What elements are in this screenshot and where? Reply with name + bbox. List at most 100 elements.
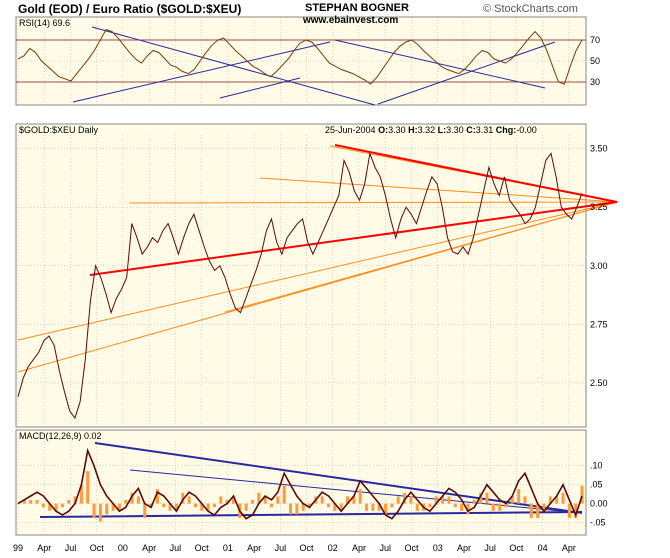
macd-histogram-bar bbox=[403, 492, 407, 504]
x-tick-label: 02 bbox=[328, 543, 338, 553]
macd-histogram-bar bbox=[580, 485, 584, 504]
macd-histogram-bar bbox=[73, 496, 77, 504]
quote-open: 3.30 bbox=[388, 125, 406, 135]
quote-chg: -0.00 bbox=[516, 125, 537, 135]
macd-histogram-bar bbox=[282, 485, 286, 504]
x-tick-label: Jul bbox=[379, 543, 391, 553]
x-tick-label: Jul bbox=[65, 543, 77, 553]
macd-histogram-bar bbox=[244, 503, 248, 511]
macd-histogram-bar bbox=[308, 503, 312, 508]
macd-histogram-bar bbox=[523, 496, 527, 504]
macd-histogram-bar bbox=[377, 503, 381, 511]
trendline bbox=[334, 39, 546, 89]
macd-histogram-bar bbox=[567, 503, 571, 518]
macd-histogram-bar bbox=[174, 503, 178, 511]
macd-histogram-bar bbox=[79, 485, 83, 504]
macd-histogram-bar bbox=[472, 499, 476, 504]
price-label: $GOLD:$XEU Daily bbox=[19, 125, 99, 135]
macd-histogram-bar bbox=[447, 496, 451, 504]
x-tick-label: Oct bbox=[509, 543, 524, 553]
trendline bbox=[17, 201, 618, 341]
quote-low: 3.30 bbox=[446, 125, 464, 135]
macd-series-line bbox=[17, 447, 583, 520]
x-tick-label: Oct bbox=[195, 543, 210, 553]
quote-high: 3.32 bbox=[418, 125, 436, 135]
macd-histogram-bar bbox=[105, 503, 109, 515]
macd-histogram-bar bbox=[453, 503, 457, 508]
macd-histogram-bar bbox=[117, 503, 121, 511]
y-tick-label: 3.00 bbox=[590, 261, 608, 271]
macd-histogram-bar bbox=[358, 489, 362, 504]
grid-layer bbox=[16, 17, 586, 534]
y-tick-label: .05 bbox=[590, 480, 603, 490]
macd-histogram-bar bbox=[574, 503, 578, 518]
macd-histogram-bar bbox=[485, 492, 489, 504]
macd-histogram-bar bbox=[193, 503, 197, 508]
quote-date: 25-Jun-2004 bbox=[325, 125, 376, 135]
x-tick-label: Oct bbox=[90, 543, 105, 553]
macd-histogram-bar bbox=[504, 503, 508, 508]
macd-histogram-bar bbox=[155, 489, 159, 504]
macd-histogram-bar bbox=[187, 496, 191, 504]
quote-readout: 25-Jun-2004 O:3.30 H:3.32 L:3.30 C:3.31 … bbox=[325, 125, 537, 135]
price-series-line bbox=[17, 151, 583, 420]
macd-histogram-bar bbox=[466, 503, 470, 515]
trendline bbox=[72, 41, 331, 103]
macd-histogram-bar bbox=[529, 503, 533, 518]
website-label: www.ebainvest.com bbox=[303, 15, 399, 26]
macd-histogram-bar bbox=[333, 503, 337, 511]
macd-histogram-bar bbox=[86, 471, 90, 504]
macd-histogram-bar bbox=[92, 503, 96, 518]
macd-histogram-bar bbox=[327, 503, 331, 508]
x-tick-label: Oct bbox=[404, 543, 419, 553]
macd-histogram-bar bbox=[41, 503, 45, 508]
y-tick-label: 50 bbox=[590, 56, 600, 66]
macd-histogram-bar bbox=[365, 503, 369, 511]
macd-histogram-bar bbox=[136, 496, 140, 504]
macd-histogram-bar bbox=[67, 499, 71, 504]
macd-histogram-bar bbox=[491, 503, 495, 511]
y-tick-label: 3.25 bbox=[590, 202, 608, 212]
macd-histogram-bar bbox=[22, 499, 26, 504]
macd-histogram-bar bbox=[181, 492, 185, 504]
trendline bbox=[129, 201, 618, 204]
macd-histogram-bar bbox=[257, 492, 261, 504]
macd-histogram-bar bbox=[48, 503, 52, 511]
macd-histogram-bar bbox=[219, 496, 223, 504]
macd-histogram-bar bbox=[517, 489, 521, 504]
macd-histogram-bar bbox=[111, 503, 115, 511]
macd-histogram-bar bbox=[54, 503, 58, 511]
x-tick-label: Apr bbox=[562, 543, 576, 553]
y-tick-label: 2.75 bbox=[590, 319, 608, 329]
macd-histogram-bar bbox=[346, 496, 350, 504]
trendline bbox=[91, 26, 376, 106]
x-tick-label: Apr bbox=[457, 543, 471, 553]
macd-histogram-bar bbox=[409, 496, 413, 504]
y-tick-label: 30 bbox=[590, 77, 600, 87]
chart-title: Gold (EOD) / Euro Ratio ($GOLD:$XEU) bbox=[18, 2, 242, 16]
macd-histogram-bar bbox=[390, 503, 394, 508]
macd-histogram-bar bbox=[301, 503, 305, 511]
macd-histogram-bar bbox=[434, 496, 438, 504]
macd-histogram-bar bbox=[16, 503, 20, 505]
macd-histogram-bar bbox=[124, 499, 128, 504]
macd-histogram-bar bbox=[263, 496, 267, 504]
macd-histogram-bar bbox=[276, 496, 280, 504]
x-tick-label: Apr bbox=[142, 543, 156, 553]
series-layer bbox=[16, 28, 584, 522]
x-tick-label: Apr bbox=[37, 543, 51, 553]
x-tick-label: 00 bbox=[118, 543, 128, 553]
author-name: STEPHAN BOGNER bbox=[305, 2, 409, 14]
trendline bbox=[334, 144, 618, 203]
macd-histogram-bar bbox=[371, 503, 375, 511]
macd-histogram-bar bbox=[231, 496, 235, 504]
macd-label: MACD(12,26,9) 0.02 bbox=[19, 431, 102, 441]
x-tick-label: Apr bbox=[247, 543, 261, 553]
y-tick-label: 2.50 bbox=[590, 378, 608, 388]
macd-histogram-bar bbox=[384, 503, 388, 515]
macd-histogram-bar bbox=[428, 503, 432, 508]
macd-histogram-bar bbox=[352, 496, 356, 504]
macd-histogram-bar bbox=[200, 503, 204, 511]
x-tick-label: Apr bbox=[352, 543, 366, 553]
macd-histogram-bar bbox=[295, 503, 299, 515]
